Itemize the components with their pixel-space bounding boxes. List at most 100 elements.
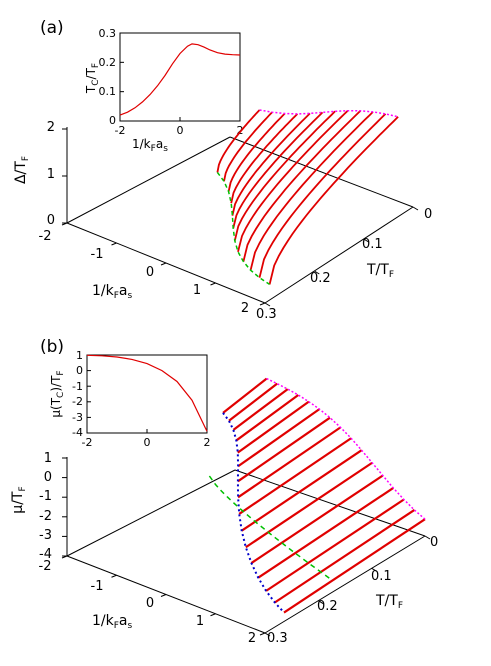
panel-a-gap-curve [233,110,336,241]
inset-b-series-mu [86,354,208,432]
panel-a-t-label: T/TF [366,262,394,280]
panel-a-xtick-mark [111,242,117,246]
inset-b-xtick-2: 2 [204,436,211,449]
inset-a-xlabel: 1/kFas [132,137,168,154]
panel-b-mu-curve [283,518,426,614]
panel-b-ztick-3: -2 [39,509,52,524]
panel-a-gap-curve [216,109,261,173]
panel-a-xtick-4: 2 [241,301,249,316]
inset-a-series-tc [119,43,241,116]
panel-a-gap-curve [223,111,273,182]
panel-a-gap-curve [237,110,349,253]
panel-b-xtick-mark [111,574,117,578]
panel-a-xtick-mark [259,302,266,306]
panel-b-xtick-mark [160,594,167,597]
panel-a-xtick-1: -1 [91,247,104,262]
panel-a-label: (a) [40,18,64,38]
panel-a-gap-curve [258,113,387,278]
panel-b-mu-curves [222,377,426,614]
panel-a-gap-curve [231,112,311,216]
panel-b-x-label: 1/kFas [92,613,133,631]
panel-b-mu-curve [250,474,384,564]
panel-a-x-label: 1/kFas [92,283,133,301]
panel-b-mu-curve [237,408,321,468]
inset-b-xtick-0: -2 [82,436,93,449]
panel-b-back-axis [66,469,236,557]
panel-b-ticks [61,457,431,637]
panel-b-mu-curve [274,509,416,604]
inset-b-ytick-1: 0 [76,364,83,377]
panel-a-gap-curve [227,112,286,192]
panel-b-mu-curve [232,388,289,431]
panel-a-ttick-mark [412,206,419,211]
panel-a-critical-line [216,171,271,286]
panel-a-ttick-3: 0.3 [256,307,277,322]
panel-b-ztick-1: 0 [44,470,52,485]
panel-b-ttick-mark [318,600,324,605]
panel-a-gap-curve [268,116,399,285]
inset-b-ytick-0: 1 [76,349,83,362]
panel-a-xtick-3: 1 [193,283,201,298]
panel-a-t-axis [264,206,414,304]
panel-a-back-axis [66,136,231,224]
panel-a-ttick-1: 0.1 [362,237,383,252]
panel-b-zero-T-boundary [266,377,426,520]
panel-b-ttick-mark [371,567,377,572]
inset-a-xtick-2: 2 [237,124,244,137]
panel-a-gap-curves [216,109,399,285]
panel-b-ttick-0: 0 [430,535,438,550]
panel-a-zero-T-boundary [259,109,399,118]
panel-b-xtick-3: 1 [196,614,204,629]
inset-b-ytick-5: -4 [72,426,83,439]
panel-a-xtick-0: -2 [39,229,52,244]
panel-a-gap-curve [249,111,374,271]
inset-a-frame [119,32,241,122]
panel-b-t-axis [264,535,426,634]
inset-a-xtick-0: -2 [115,124,126,137]
inset-a-xtick-1: 0 [177,124,184,137]
panel-a-z-label: Δ/TF [13,156,31,184]
inset-b-ytick-4: -3 [72,411,83,424]
panel-a-gap-curve [232,111,324,229]
panel-a-ztick-0: 0 [47,213,55,228]
inset-b-ylabel: μ(TC)/TF [49,370,66,417]
panel-b-green-dashed [208,475,331,580]
panel-b-mu-curve [241,449,363,532]
inset-b: -2 0 2 1 0 -1 -2 -3 -4 μ(TC)/TF [49,349,211,449]
panel-a-ttick-mark [363,238,369,243]
panel-b-xtick-2: 0 [146,596,154,611]
inset-b-ytick-3: -2 [72,395,83,408]
panel-b-mu-curve [228,382,278,422]
panel-b-xtick-mark [210,613,216,617]
panel-b-mu-curve [237,426,342,499]
panel-a-gap-curve [242,110,362,262]
inset-a-ylabel: TC/TF [84,63,101,94]
panel-a-xtick-mark [160,262,167,266]
inset-a-ytick-2: 0.2 [99,56,117,69]
panel-b-mu-curve [245,461,373,549]
panel-b-mu-curve [222,377,268,414]
panel-a-ttick-mark [264,302,271,307]
panel-a-ttick-2: 0.2 [310,271,331,286]
panel-a-back-axis-2 [229,136,414,208]
inset-a-ticks [119,32,241,122]
panel-b-mu-curve [235,394,299,442]
panel-b-mu-curve [237,400,310,454]
panel-a-xtick-2: 0 [146,265,154,280]
panel-a-axes [61,127,419,307]
panel-b-ttick-1: 0.1 [371,569,392,584]
inset-b-frame [86,354,208,434]
panel-b-ztick-4: -3 [39,528,52,543]
panel-b-mu-curve [265,498,405,592]
panel-a-xtick-mark [210,282,216,286]
panel-b-ttick-mark [424,535,431,540]
panel-b-ttick-3: 0.3 [267,631,288,646]
panel-b-ztick-2: -1 [39,489,52,504]
panel-b-xtick-mark [259,632,266,636]
panel-a-ticks [61,128,419,307]
panel-b-xtick-0: -2 [39,559,52,574]
panel-b-critical-line [222,412,285,614]
panel-b-z-label: μ/TF [10,486,28,513]
panel-b-ztick-0: 1 [44,451,52,466]
panel-b-ztick-5: -4 [39,547,52,562]
